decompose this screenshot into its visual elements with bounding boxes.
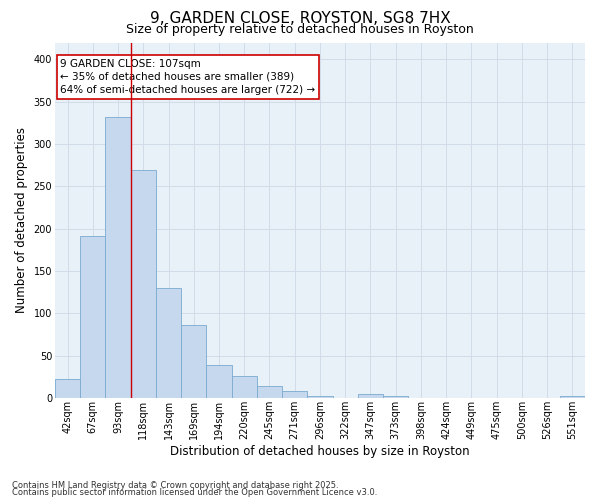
Bar [383,396,409,398]
Bar [181,324,206,398]
Text: Size of property relative to detached houses in Royston: Size of property relative to detached ho… [126,22,474,36]
Bar [131,170,156,398]
Bar [307,396,332,398]
Text: Contains HM Land Registry data © Crown copyright and database right 2025.: Contains HM Land Registry data © Crown c… [12,480,338,490]
Bar [106,117,131,398]
Bar [257,386,282,398]
Bar [55,378,80,398]
Bar [232,376,257,398]
Bar [560,396,585,398]
Text: 9, GARDEN CLOSE, ROYSTON, SG8 7HX: 9, GARDEN CLOSE, ROYSTON, SG8 7HX [149,11,451,26]
Bar [80,236,106,398]
Y-axis label: Number of detached properties: Number of detached properties [15,128,28,314]
Text: 9 GARDEN CLOSE: 107sqm
← 35% of detached houses are smaller (389)
64% of semi-de: 9 GARDEN CLOSE: 107sqm ← 35% of detached… [60,58,316,95]
Bar [282,390,307,398]
Bar [358,394,383,398]
Text: Contains public sector information licensed under the Open Government Licence v3: Contains public sector information licen… [12,488,377,497]
Bar [156,288,181,398]
Bar [206,365,232,398]
X-axis label: Distribution of detached houses by size in Royston: Distribution of detached houses by size … [170,444,470,458]
